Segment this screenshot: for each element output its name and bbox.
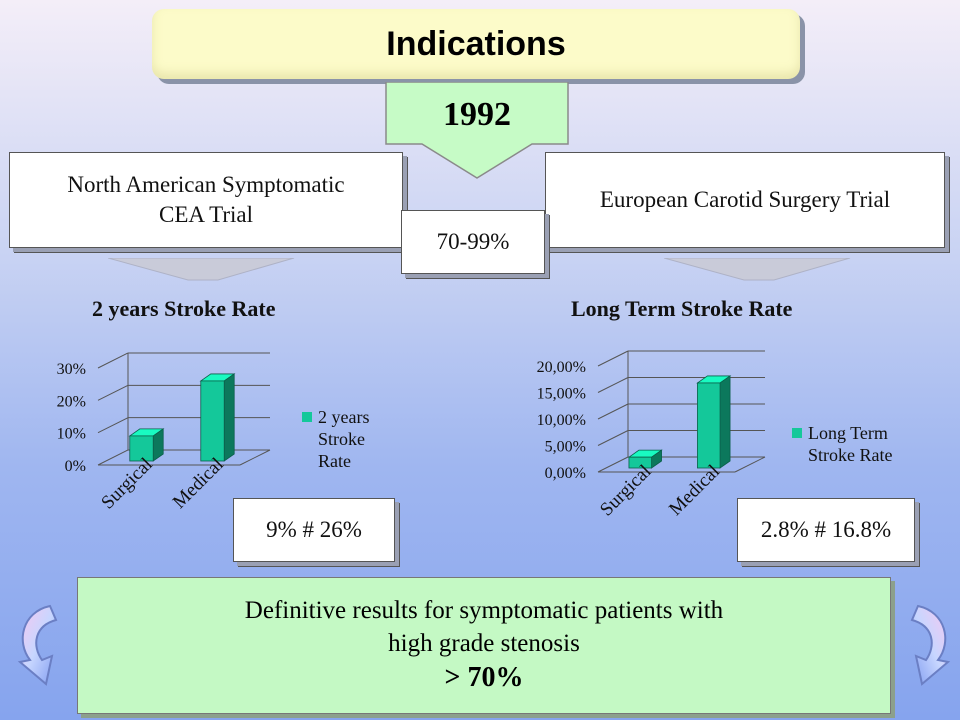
nascet-line2: CEA Trial (159, 202, 253, 227)
right-down-arrow (664, 258, 851, 281)
conclusion-line1: Definitive results for symptomatic patie… (244, 597, 724, 625)
chart1-xtick-label: Medical (169, 454, 228, 513)
chart2-callout: 2.8% # 16.8% (737, 498, 915, 562)
chart1-title: 2 years Stroke Rate (92, 296, 276, 321)
chart2-depth-line (597, 430, 629, 446)
chart2-depth-line (597, 350, 629, 367)
chart1-legend-swatch (302, 412, 312, 422)
chart1-ytick-label: 10% (57, 426, 86, 443)
chart1-callout-text: 9% # 26% (266, 517, 362, 543)
slide-title: Indications (386, 24, 566, 63)
chart2-ytick-label: 15,00% (537, 386, 586, 403)
chart2-legend-swatch (792, 428, 802, 438)
year-down-arrow (385, 82, 569, 179)
nascet-line1: North American Symptomatic (67, 172, 345, 198)
chart1-depth-line (97, 417, 129, 434)
chart2-bar (696, 375, 732, 469)
ecst-box: European Carotid Surgery Trial (545, 152, 945, 248)
chart2-ytick-label: 0,00% (545, 465, 586, 482)
chart1-depth-line (97, 384, 129, 401)
chart1-depth-line (97, 449, 129, 466)
chart2-bar (627, 449, 663, 469)
chart2-callout-text: 2.8% # 16.8% (760, 517, 892, 543)
chart1-bar (128, 428, 165, 462)
range-label: 70-99% (436, 229, 510, 255)
conclusion-line2: high grade stenosis (388, 630, 580, 658)
range-box: 70-99% (401, 210, 545, 274)
chart2-legend-label: Long Term (808, 423, 888, 443)
chart2-depth-line (597, 377, 629, 393)
chart2: 0,00% 5,00% 10,00% 15,00% 20,00% Surgical Medi… (537, 350, 892, 520)
nascet-box: North American Symptomatic CEA Trial (9, 152, 403, 248)
chart2-floor-side (734, 456, 766, 473)
chart1-ytick-label: 0% (65, 458, 86, 475)
chart1-legend-label: Stroke (318, 429, 365, 449)
chart1-ytick-label: 20% (57, 393, 86, 410)
chart2-legend-label: Stroke Rate (808, 445, 892, 465)
year-label: 1992 (443, 96, 511, 133)
chart2-title: Long Term Stroke Rate (571, 296, 793, 321)
ecst-label: European Carotid Surgery Trial (599, 187, 891, 213)
chart1-bar (199, 373, 236, 462)
left-down-arrow (108, 258, 295, 281)
chart2-xtick-label: Medical (665, 461, 724, 520)
conclusion-line3: > 70% (444, 662, 524, 694)
curved-arrow-back-icon[interactable] (12, 602, 72, 686)
chart1-legend-label: 2 years (318, 407, 369, 427)
title-banner: Indications (152, 9, 800, 79)
conclusion-box: Definitive results for symptomatic patie… (77, 577, 891, 714)
chart1-floor-side (239, 449, 271, 466)
chart2-xtick-label: Surgical (596, 461, 655, 520)
curved-arrow-forward-icon[interactable] (896, 602, 956, 686)
chart2-ytick-label: 5,00% (545, 439, 586, 456)
chart1-callout: 9% # 26% (233, 498, 395, 562)
chart2-depth-line (597, 456, 629, 473)
chart1: 0% 10% 20% 30% Surgical Medical 2 yearsStrokeR… (57, 352, 369, 513)
chart2-ytick-label: 20,00% (537, 359, 586, 376)
chart1-depth-line (97, 352, 129, 369)
chart1-xtick-label: Surgical (97, 454, 156, 513)
chart1-legend-label: Rate (318, 451, 351, 471)
chart2-ytick-label: 10,00% (537, 412, 586, 429)
chart2-depth-line (597, 403, 629, 420)
chart1-ytick-label: 30% (57, 361, 86, 378)
